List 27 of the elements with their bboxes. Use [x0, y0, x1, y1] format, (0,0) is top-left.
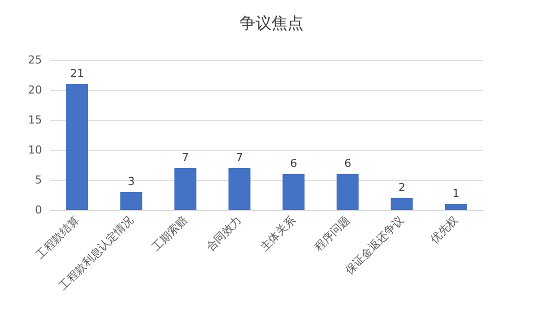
data-label: 6 [290, 157, 298, 170]
x-tick-label: 合同效力 [204, 213, 244, 254]
y-tick-label: 15 [28, 114, 42, 126]
bar [66, 84, 88, 210]
bar [174, 168, 196, 210]
y-tick-label: 20 [28, 84, 42, 96]
y-tick-label: 25 [28, 54, 42, 66]
y-tick-label: 5 [35, 174, 42, 186]
data-label: 6 [344, 157, 352, 170]
bar [390, 198, 413, 210]
data-label: 7 [236, 151, 243, 164]
bar [228, 168, 250, 210]
bar [444, 204, 467, 210]
x-tick-label: 主体关系 [258, 213, 298, 254]
x-tick-label: 工期索赔 [150, 213, 190, 254]
bar [282, 174, 305, 210]
x-tick-label: 优先权 [428, 213, 461, 246]
bar [120, 192, 142, 210]
chart-title: 争议焦点 [240, 14, 304, 32]
y-tick-label: 10 [28, 144, 42, 156]
x-tick-label: 程序问题 [312, 213, 352, 254]
data-label: 2 [398, 181, 406, 194]
data-label: 7 [182, 151, 189, 164]
data-label: 3 [128, 175, 135, 188]
data-label: 21 [70, 67, 84, 80]
data-label: 1 [452, 187, 460, 200]
bar [336, 174, 359, 210]
